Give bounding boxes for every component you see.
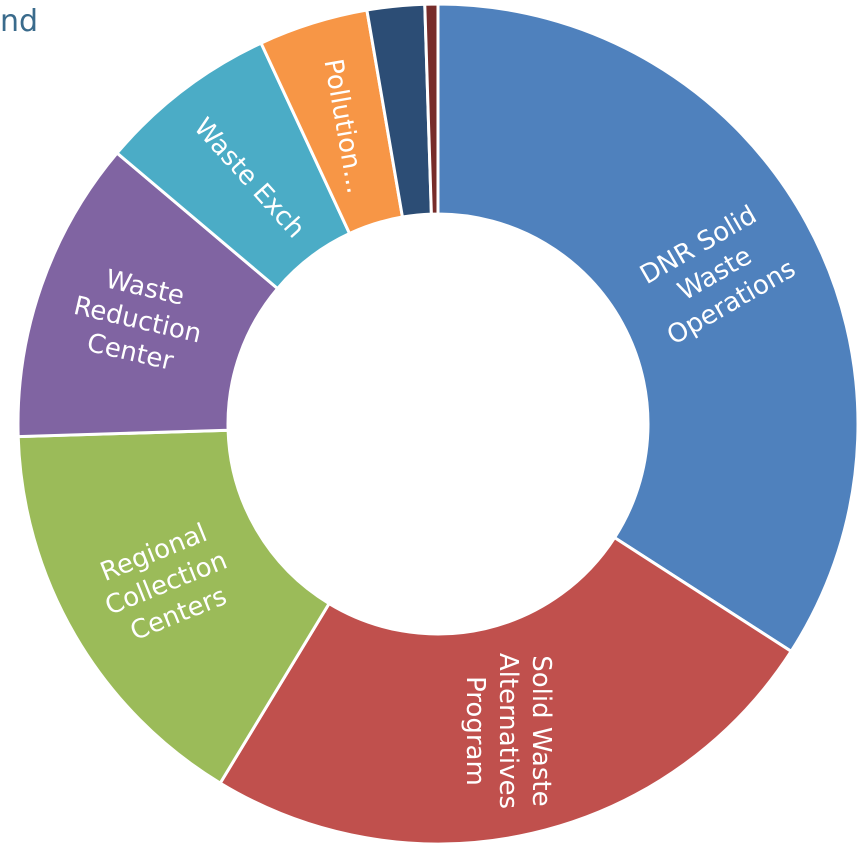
- slice-unlabeled-7: [423, 2, 440, 216]
- donut-slices: [16, 2, 860, 846]
- slice-solid-waste-alternatives-program: [218, 535, 794, 846]
- slice-regional-collection-centers: [16, 428, 332, 786]
- slice-waste-reduction-center: [16, 150, 280, 439]
- slice-label-1: Solid WasteAlternativesProgram: [460, 653, 556, 809]
- chart-title-fragment: nd: [0, 4, 39, 39]
- slice-dnr-solid-waste-operations: [436, 2, 860, 654]
